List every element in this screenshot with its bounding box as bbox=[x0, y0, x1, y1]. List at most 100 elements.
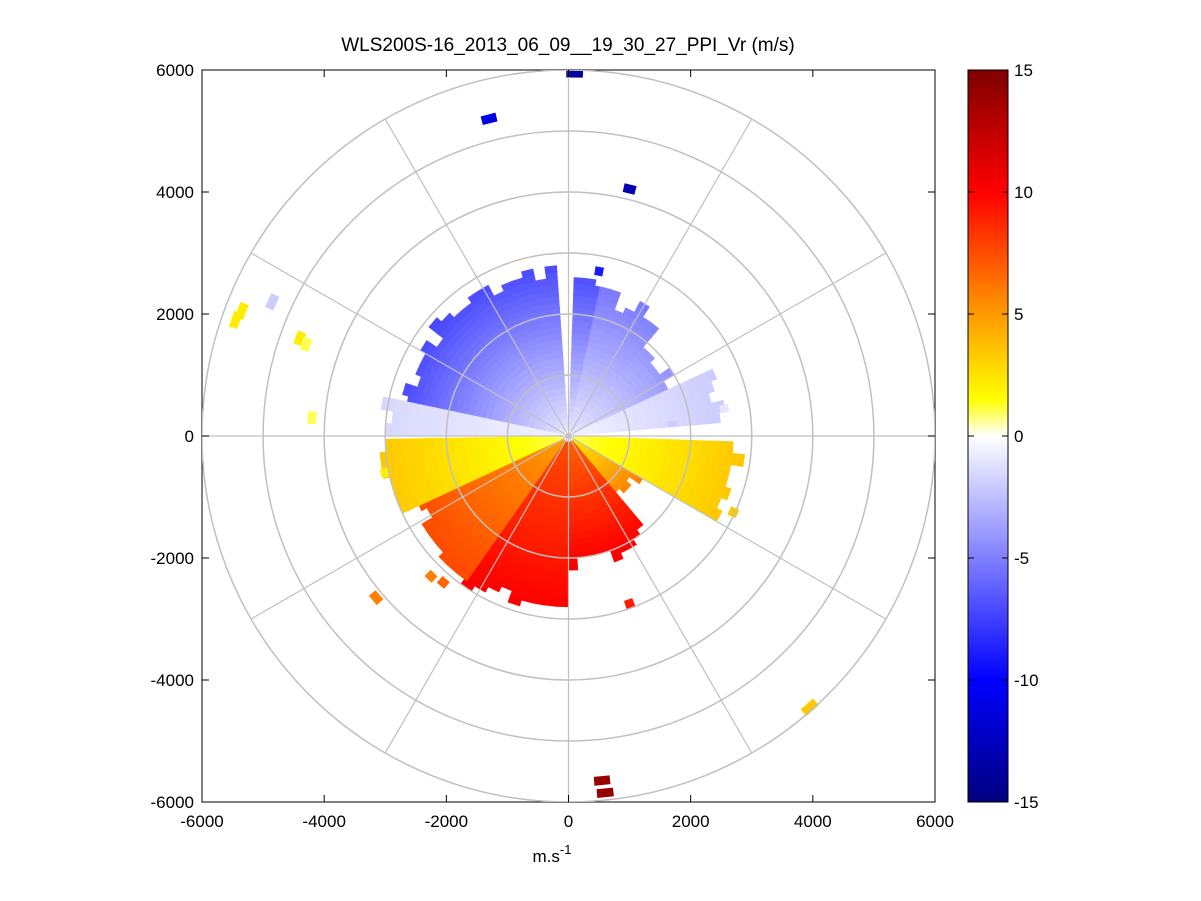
velocity-gate bbox=[489, 442, 497, 449]
x-tick-label: 2000 bbox=[672, 812, 710, 831]
x-axis-label: m.s-1 bbox=[533, 842, 572, 866]
velocity-gate bbox=[482, 429, 490, 437]
velocity-gate bbox=[458, 427, 466, 437]
velocity-scatter-gate bbox=[307, 411, 317, 425]
velocity-gate bbox=[421, 425, 429, 437]
velocity-gate bbox=[440, 312, 455, 327]
velocity-gate bbox=[556, 599, 569, 608]
polar-grid bbox=[202, 70, 935, 802]
velocity-gate bbox=[500, 436, 508, 443]
y-tick-label: 0 bbox=[185, 427, 194, 446]
colorbar-tick-label: 5 bbox=[1014, 305, 1023, 324]
colorbar-tick-label: -10 bbox=[1014, 671, 1039, 690]
velocity-gate bbox=[575, 538, 585, 546]
velocity-gate bbox=[560, 539, 569, 547]
velocity-sector bbox=[379, 435, 564, 514]
velocity-field bbox=[228, 70, 819, 799]
velocity-gate bbox=[409, 424, 417, 437]
x-tick-label: -2000 bbox=[425, 812, 468, 831]
velocity-scatter-gate bbox=[594, 266, 605, 277]
velocity-scatter-gate bbox=[566, 70, 584, 78]
y-tick-label: 6000 bbox=[156, 61, 194, 80]
colorbar-tick-label: 15 bbox=[1014, 61, 1033, 80]
velocity-gate bbox=[557, 362, 565, 370]
velocity-gate bbox=[464, 444, 473, 453]
velocity-gate bbox=[677, 439, 685, 449]
velocity-gate bbox=[470, 422, 479, 430]
velocity-gate bbox=[556, 350, 564, 358]
velocity-gate bbox=[568, 563, 579, 571]
velocity-gate bbox=[573, 508, 580, 516]
velocity-gate bbox=[563, 399, 567, 407]
velocity-gate bbox=[415, 425, 423, 437]
velocity-gate bbox=[494, 436, 502, 443]
velocity-gate bbox=[695, 440, 704, 451]
velocity-gate bbox=[563, 496, 569, 504]
velocity-gate bbox=[427, 437, 435, 449]
velocity-gate bbox=[458, 420, 467, 430]
velocity-gate bbox=[641, 438, 649, 445]
colorbar-tick-label: -15 bbox=[1014, 793, 1039, 812]
azimuth-spoke bbox=[384, 435, 570, 754]
y-tick-label: -2000 bbox=[151, 549, 194, 568]
velocity-scatter-gate bbox=[596, 787, 614, 799]
velocity-gate bbox=[464, 428, 472, 437]
velocity-gate bbox=[572, 295, 584, 303]
velocity-gate bbox=[488, 430, 496, 437]
velocity-gate bbox=[415, 438, 423, 450]
colorbar-ticks: 15 10 5 0 -5 -10 -15 bbox=[968, 61, 1039, 812]
velocity-gate bbox=[525, 436, 533, 441]
velocity-gate bbox=[507, 436, 515, 442]
velocity-sector bbox=[568, 440, 644, 571]
velocity-scatter-gate bbox=[480, 112, 498, 126]
axes: -6000 -4000 -2000 0 2000 4000 6000 6000 4000 2000… bbox=[151, 61, 954, 831]
velocity-gate bbox=[470, 428, 478, 437]
velocity-gate bbox=[553, 532, 563, 540]
azimuth-spoke bbox=[567, 118, 753, 437]
velocity-gate bbox=[452, 427, 460, 437]
velocity-gate bbox=[647, 438, 655, 446]
velocity-gate bbox=[671, 439, 679, 448]
velocity-gate bbox=[653, 438, 661, 446]
y-tick-label: 4000 bbox=[156, 183, 194, 202]
velocity-gate bbox=[531, 436, 539, 440]
velocity-gate bbox=[659, 438, 667, 447]
velocity-gate bbox=[562, 514, 569, 522]
velocity-gate bbox=[476, 443, 485, 451]
velocity-gate bbox=[616, 427, 624, 433]
velocity-gate bbox=[438, 552, 453, 566]
y-tick-label: 2000 bbox=[156, 305, 194, 324]
chart-title: WLS200S-16_2013_06_09__19_30_27_PPI_Vr (… bbox=[341, 35, 795, 56]
velocity-gate bbox=[572, 502, 580, 510]
velocity-gate bbox=[494, 430, 502, 437]
velocity-gate bbox=[572, 301, 583, 309]
velocity-gate bbox=[705, 380, 715, 394]
velocity-gate bbox=[544, 598, 558, 607]
azimuth-spoke bbox=[568, 435, 887, 620]
velocity-sector bbox=[573, 435, 746, 522]
velocity-gate bbox=[521, 268, 535, 279]
velocity-gate bbox=[544, 265, 558, 274]
velocity-gate bbox=[563, 502, 569, 510]
velocity-gate bbox=[571, 483, 577, 492]
velocity-gate bbox=[428, 317, 442, 332]
velocity-gate bbox=[568, 551, 578, 559]
velocity-gate bbox=[707, 440, 716, 452]
velocity-gate bbox=[397, 438, 405, 452]
velocity-gate bbox=[568, 508, 575, 516]
velocity-gate bbox=[507, 596, 522, 607]
velocity-gate bbox=[537, 436, 545, 440]
velocity-gate bbox=[427, 425, 435, 437]
velocity-gate bbox=[568, 514, 575, 522]
azimuth-spoke bbox=[567, 435, 753, 754]
velocity-gate bbox=[519, 436, 527, 441]
colorbar bbox=[967, 69, 1009, 803]
velocity-gate bbox=[433, 437, 442, 449]
velocity-sector bbox=[573, 368, 726, 436]
velocity-gate bbox=[618, 484, 628, 494]
velocity-gate bbox=[568, 502, 574, 510]
velocity-gate bbox=[559, 551, 569, 559]
velocity-gate bbox=[470, 437, 478, 445]
velocity-sector bbox=[571, 438, 644, 494]
velocity-gate bbox=[553, 332, 563, 340]
